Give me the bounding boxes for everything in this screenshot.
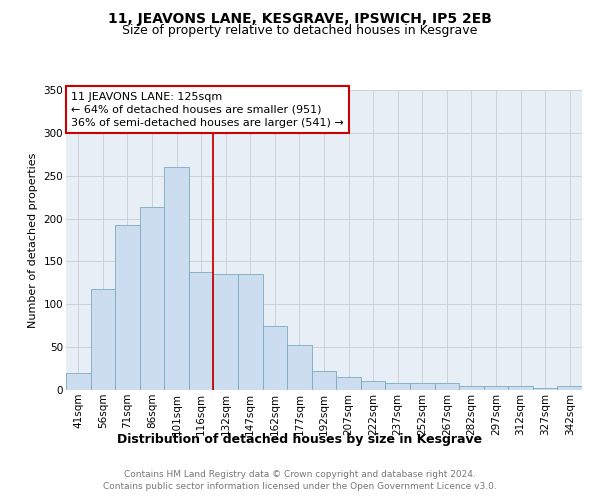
Text: Contains HM Land Registry data © Crown copyright and database right 2024.: Contains HM Land Registry data © Crown c… [124, 470, 476, 479]
Bar [164, 167, 189, 390]
Bar [263, 326, 287, 390]
Bar [484, 386, 508, 390]
Bar [238, 274, 263, 390]
Bar [557, 386, 582, 390]
Bar [189, 272, 214, 390]
Bar [91, 289, 115, 390]
Bar [66, 373, 91, 390]
Bar [410, 383, 434, 390]
Bar [508, 386, 533, 390]
Bar [533, 388, 557, 390]
Bar [336, 377, 361, 390]
Bar [214, 274, 238, 390]
Text: Size of property relative to detached houses in Kesgrave: Size of property relative to detached ho… [122, 24, 478, 37]
Bar [385, 383, 410, 390]
Bar [361, 382, 385, 390]
Text: 11, JEAVONS LANE, KESGRAVE, IPSWICH, IP5 2EB: 11, JEAVONS LANE, KESGRAVE, IPSWICH, IP5… [108, 12, 492, 26]
Text: 11 JEAVONS LANE: 125sqm
← 64% of detached houses are smaller (951)
36% of semi-d: 11 JEAVONS LANE: 125sqm ← 64% of detache… [71, 92, 344, 128]
Bar [115, 224, 140, 390]
Y-axis label: Number of detached properties: Number of detached properties [28, 152, 38, 328]
Bar [287, 346, 312, 390]
Bar [459, 386, 484, 390]
Bar [312, 371, 336, 390]
Bar [434, 383, 459, 390]
Bar [140, 208, 164, 390]
Text: Contains public sector information licensed under the Open Government Licence v3: Contains public sector information licen… [103, 482, 497, 491]
Text: Distribution of detached houses by size in Kesgrave: Distribution of detached houses by size … [118, 432, 482, 446]
